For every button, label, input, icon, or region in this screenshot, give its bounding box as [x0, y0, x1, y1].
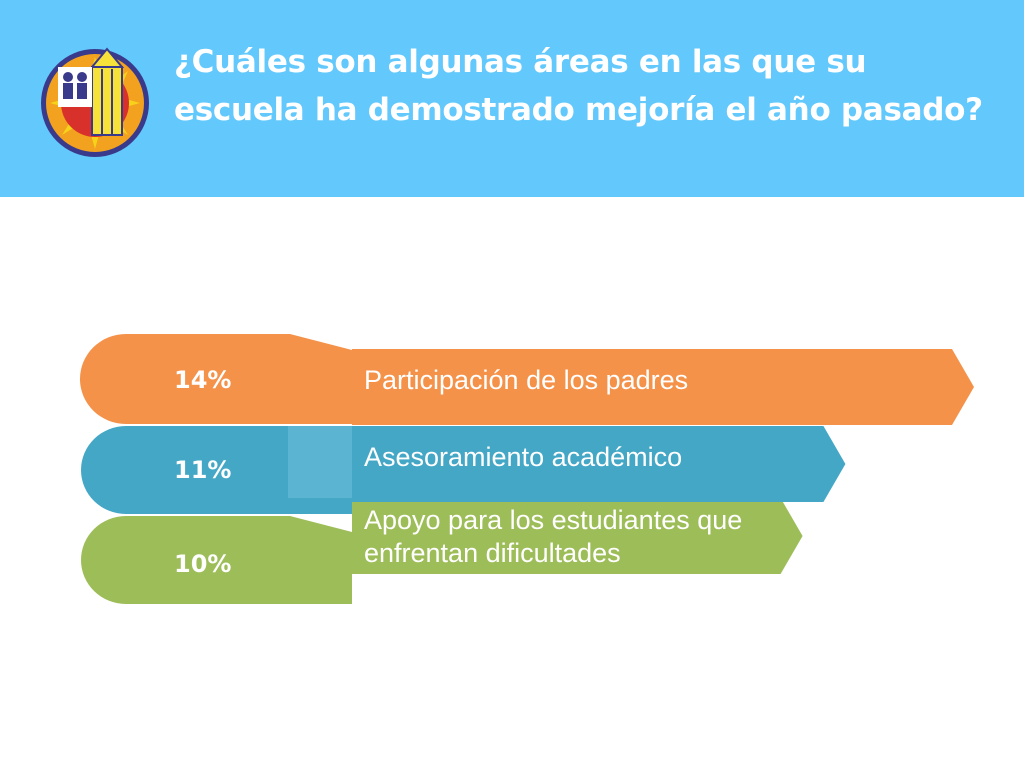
value-label-2: 10% — [174, 550, 232, 578]
bar-0 — [352, 349, 974, 425]
value-tab-1 — [81, 426, 352, 514]
category-label-1: Asesoramiento académico — [364, 442, 683, 472]
category-label-2-line2: enfrentan dificultades — [364, 538, 621, 568]
fold-shading — [288, 426, 352, 498]
results-chart: 14% 11% 10% Participación de los padres … — [0, 320, 1024, 620]
bar-chart-svg — [79, 334, 974, 604]
page-title: ¿Cuáles son algunas áreas en las que su … — [174, 44, 983, 128]
category-label-2-line1: Apoyo para los estudiantes que — [364, 505, 743, 535]
value-tab-2 — [81, 516, 352, 604]
header-bar: ¿Cuáles son algunas áreas en las que su … — [0, 0, 1024, 197]
category-label-0: Participación de los padres — [364, 365, 689, 395]
school-emblem-icon — [41, 47, 149, 157]
value-label-0: 14% — [174, 366, 232, 394]
bar-2 — [352, 498, 803, 574]
value-label-1: 11% — [174, 456, 232, 484]
value-tab-0 — [79, 334, 353, 424]
bar-1 — [352, 426, 846, 502]
